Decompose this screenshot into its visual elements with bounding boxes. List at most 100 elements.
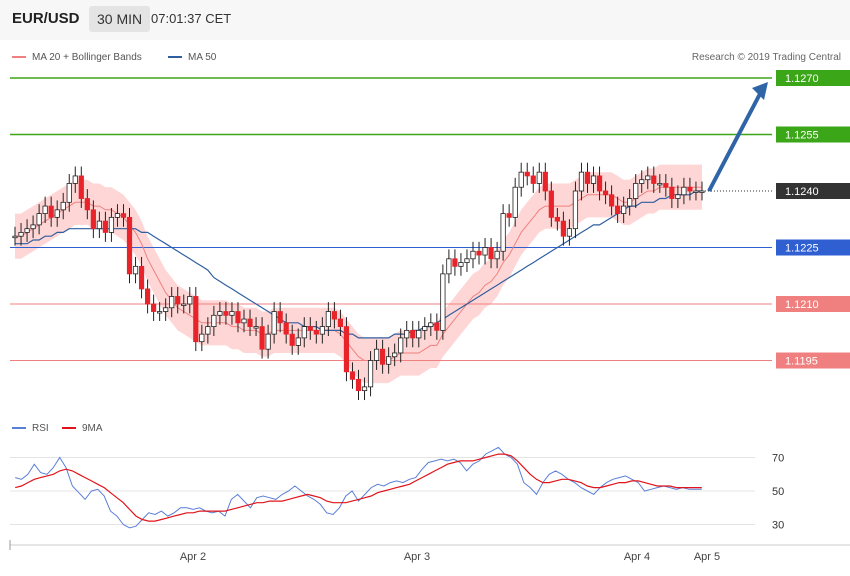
candle-body [657,183,663,186]
candle-body [235,311,241,324]
candle-body [488,247,494,260]
candle-body [193,296,199,343]
ma50-swatch [168,56,182,59]
candle-body [24,228,30,233]
candle-body [494,250,500,260]
candle-body [639,179,645,184]
candle-body [163,307,169,312]
candle-body [78,175,84,199]
candle-body [476,250,482,256]
level-label: 1.1270 [785,73,819,85]
candle-body [651,175,657,184]
candle-body [42,205,48,214]
rsi-ma-label: 9MA [82,423,103,434]
candle-body [404,329,410,339]
candle-body [157,311,163,314]
time-tick-label: Apr 2 [180,551,206,563]
candle-body [584,171,591,184]
level-tag [776,352,850,369]
candle-body [60,201,66,211]
candle-body [72,175,78,184]
candle-body [265,333,271,350]
candle-body [114,213,121,218]
candle-body [12,235,18,239]
candle-body [138,265,145,290]
projection-arrow-head [752,82,768,100]
candle-body [343,326,350,373]
interval-button[interactable]: 30 MIN [89,6,151,32]
last-price-tag [776,183,850,199]
candle-body [271,311,277,335]
candle-body [386,356,392,365]
candle-body [325,311,331,327]
candle-body [84,198,90,211]
candle-body [18,232,24,237]
level-tag [776,126,850,143]
candle-body [54,209,60,218]
candle-body [229,311,235,316]
level-tag [776,296,850,312]
candle-body [151,303,157,312]
candle-body [524,171,530,177]
chart-header: EUR/USD 30 MIN 07:01:37 CET [0,0,850,40]
candle-body [247,318,253,328]
candle-body [602,190,609,196]
candle-body [120,213,127,218]
rsi-tick-label: 30 [772,520,784,532]
time-tick-label: Apr 4 [624,551,650,563]
rsi-tick-label: 50 [772,486,784,498]
candle-body [542,171,548,192]
bands-swatch [12,56,26,59]
level-label: 1.1210 [785,299,819,311]
candle-body [621,205,627,214]
candle-body [253,326,259,329]
candle-body [693,190,699,193]
candle-body [675,194,681,199]
legend-bands: MA 20 + Bollinger Bands [12,52,142,63]
candle-body [277,311,283,324]
candle-body [126,216,133,275]
last-price-label: 1.1240 [785,186,819,198]
candle-body [410,329,416,339]
candle-body [96,220,102,230]
candle-body [440,273,446,331]
candle-body [289,333,295,346]
rsi-tick-label: 70 [772,453,784,465]
candle-body [259,326,265,350]
candle-body [373,348,380,361]
candle-body [518,171,524,188]
candle-body [66,183,72,203]
candle-body [398,337,404,354]
rsi-ma-swatch [62,427,76,430]
candle-body [681,186,687,196]
candle-body [422,326,428,331]
candle-body [596,175,603,192]
credit-text: Research © 2019 Trading Central [691,52,841,63]
level-label: 1.1225 [785,243,819,255]
level-label: 1.1195 [785,356,818,368]
candle-body [30,224,36,230]
candle-body [211,314,217,327]
candle-body [506,213,512,218]
candle-body [102,220,109,233]
candle-body [283,322,289,335]
time-tick-label: Apr 3 [404,551,430,563]
level-tag [776,239,850,256]
candle-body [578,171,585,192]
rsi-ma-line [15,453,702,522]
candle-body [608,194,615,207]
candle-body [132,265,139,275]
candle-body [566,228,573,237]
candle-body [633,183,639,199]
timestamp-label: 07:01:37 CET [151,11,232,26]
candle-body [627,198,633,207]
level-label: 1.1255 [785,130,819,142]
candle-body [355,378,362,392]
candle-body [313,329,319,335]
candle-body [181,303,187,306]
candle-body [175,296,181,305]
candle-body [452,258,458,267]
candle-body [108,216,115,233]
candle-body [687,186,693,192]
